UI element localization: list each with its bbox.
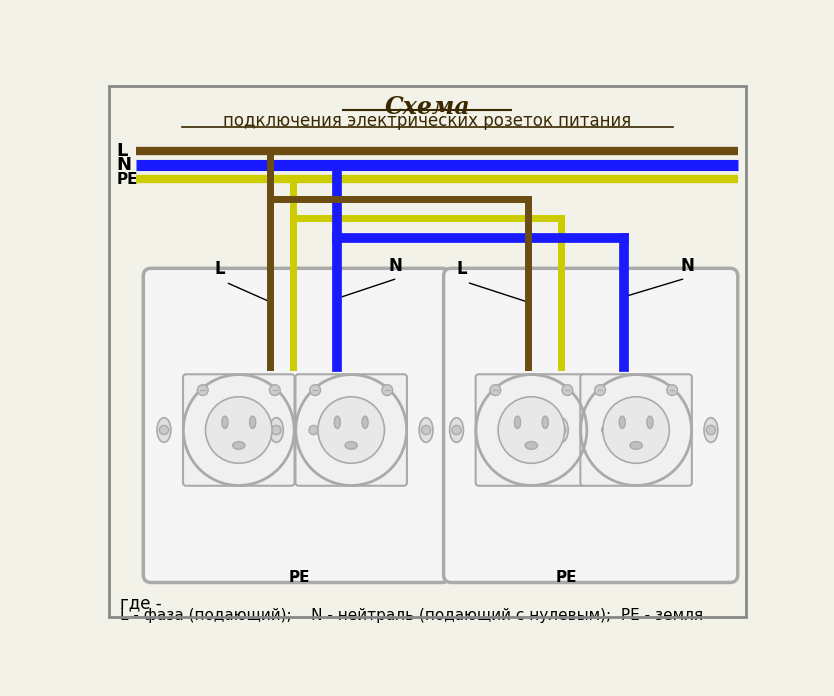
FancyBboxPatch shape <box>183 374 294 486</box>
FancyBboxPatch shape <box>475 374 587 486</box>
Circle shape <box>498 397 565 464</box>
Circle shape <box>159 425 168 434</box>
Text: PE: PE <box>117 171 138 187</box>
Ellipse shape <box>222 416 228 429</box>
Circle shape <box>269 385 280 395</box>
Ellipse shape <box>420 418 433 443</box>
Text: L: L <box>457 260 467 278</box>
Circle shape <box>452 425 461 434</box>
Text: L - фаза (подающий);    N - нейтраль (подающий с нулевым);  PE - земля: L - фаза (подающий); N - нейтраль (подаю… <box>120 608 703 623</box>
Ellipse shape <box>450 418 464 443</box>
Circle shape <box>490 385 500 395</box>
Circle shape <box>666 385 677 395</box>
Circle shape <box>595 385 605 395</box>
Ellipse shape <box>647 416 653 429</box>
Circle shape <box>382 385 393 395</box>
Circle shape <box>421 425 430 434</box>
Ellipse shape <box>334 416 340 429</box>
Text: PE: PE <box>289 571 310 585</box>
Ellipse shape <box>515 416 520 429</box>
Ellipse shape <box>157 418 171 443</box>
Ellipse shape <box>269 418 284 443</box>
FancyBboxPatch shape <box>444 269 738 583</box>
Circle shape <box>309 385 320 395</box>
Circle shape <box>706 425 716 434</box>
Circle shape <box>272 425 281 434</box>
Circle shape <box>603 397 670 464</box>
Circle shape <box>556 425 566 434</box>
Text: L: L <box>215 260 226 278</box>
Ellipse shape <box>362 416 368 429</box>
Ellipse shape <box>555 418 568 443</box>
Text: где -: где - <box>120 595 162 612</box>
Circle shape <box>205 397 272 464</box>
Circle shape <box>309 425 319 434</box>
Circle shape <box>601 425 610 434</box>
FancyBboxPatch shape <box>295 374 407 486</box>
Ellipse shape <box>525 441 538 450</box>
FancyBboxPatch shape <box>143 269 450 583</box>
Text: N: N <box>117 156 131 174</box>
Ellipse shape <box>345 441 357 450</box>
Ellipse shape <box>233 441 245 450</box>
Text: Схема: Схема <box>384 95 470 119</box>
Circle shape <box>318 397 384 464</box>
Ellipse shape <box>704 418 718 443</box>
Text: N: N <box>388 257 402 275</box>
Ellipse shape <box>619 416 626 429</box>
Text: L: L <box>117 142 128 160</box>
Text: PE: PE <box>556 571 577 585</box>
FancyBboxPatch shape <box>580 374 692 486</box>
Ellipse shape <box>600 418 613 443</box>
Ellipse shape <box>630 441 642 450</box>
Circle shape <box>198 385 208 395</box>
Text: N: N <box>681 257 695 275</box>
Ellipse shape <box>249 416 256 429</box>
Text: подключения электрических розеток питания: подключения электрических розеток питани… <box>224 112 631 130</box>
Ellipse shape <box>542 416 548 429</box>
Ellipse shape <box>307 418 320 443</box>
Circle shape <box>562 385 573 395</box>
